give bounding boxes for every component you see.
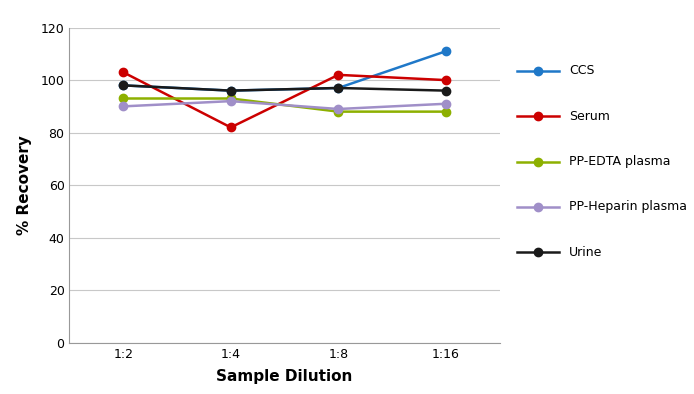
Line: PP-Heparin plasma: PP-Heparin plasma (119, 97, 450, 113)
Urine (334, 85, 342, 90)
Y-axis label: % Recovery: % Recovery (17, 135, 33, 235)
Text: PP-EDTA plasma: PP-EDTA plasma (569, 155, 670, 168)
CCS (441, 49, 450, 54)
CCS (226, 88, 235, 93)
PP-Heparin plasma (441, 101, 450, 106)
Text: Serum: Serum (569, 110, 610, 123)
Serum (119, 70, 128, 74)
PP-EDTA plasma (441, 109, 450, 114)
Text: Urine: Urine (569, 246, 602, 258)
Urine (226, 88, 235, 93)
PP-EDTA plasma (226, 96, 235, 101)
Serum (441, 78, 450, 82)
Text: CCS: CCS (569, 65, 595, 77)
PP-EDTA plasma (119, 96, 128, 101)
X-axis label: Sample Dilution: Sample Dilution (217, 369, 353, 384)
Line: Serum: Serum (119, 68, 450, 132)
Line: PP-EDTA plasma: PP-EDTA plasma (119, 94, 450, 116)
Line: CCS: CCS (119, 47, 450, 95)
PP-Heparin plasma (119, 104, 128, 109)
CCS (334, 85, 342, 90)
PP-Heparin plasma (334, 107, 342, 112)
Serum (226, 125, 235, 130)
PP-EDTA plasma (334, 109, 342, 114)
Urine (119, 83, 128, 88)
CCS (119, 83, 128, 88)
Line: Urine: Urine (119, 81, 450, 95)
Text: PP-Heparin plasma: PP-Heparin plasma (569, 201, 687, 213)
Serum (334, 72, 342, 77)
PP-Heparin plasma (226, 99, 235, 104)
Urine (441, 88, 450, 93)
